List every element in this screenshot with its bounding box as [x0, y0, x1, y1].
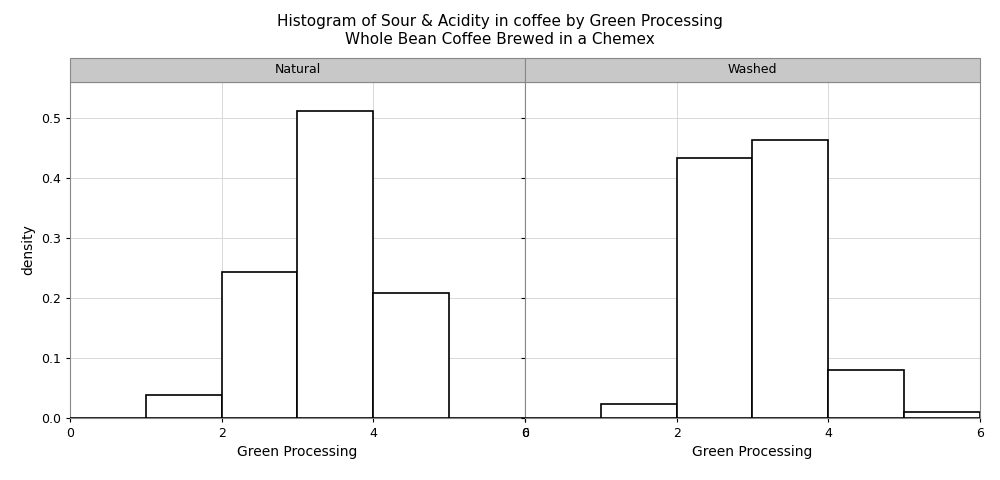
Bar	[525, 58, 980, 82]
Bar	[752, 140, 828, 418]
X-axis label: Green Processing: Green Processing	[692, 445, 813, 459]
X-axis label: Green Processing: Green Processing	[237, 445, 358, 459]
Bar	[601, 404, 677, 418]
Bar	[677, 158, 752, 418]
Text: Natural: Natural	[274, 63, 321, 76]
Bar	[297, 111, 373, 418]
Text: Histogram of Sour & Acidity in coffee by Green Processing
Whole Bean Coffee Brew: Histogram of Sour & Acidity in coffee by…	[277, 14, 723, 47]
Bar	[904, 411, 980, 418]
Y-axis label: density: density	[21, 224, 35, 275]
Bar	[146, 395, 222, 418]
Bar	[373, 293, 449, 418]
Bar	[70, 58, 525, 82]
Bar	[828, 370, 904, 418]
Bar	[222, 272, 297, 418]
Text: Washed: Washed	[728, 63, 777, 76]
